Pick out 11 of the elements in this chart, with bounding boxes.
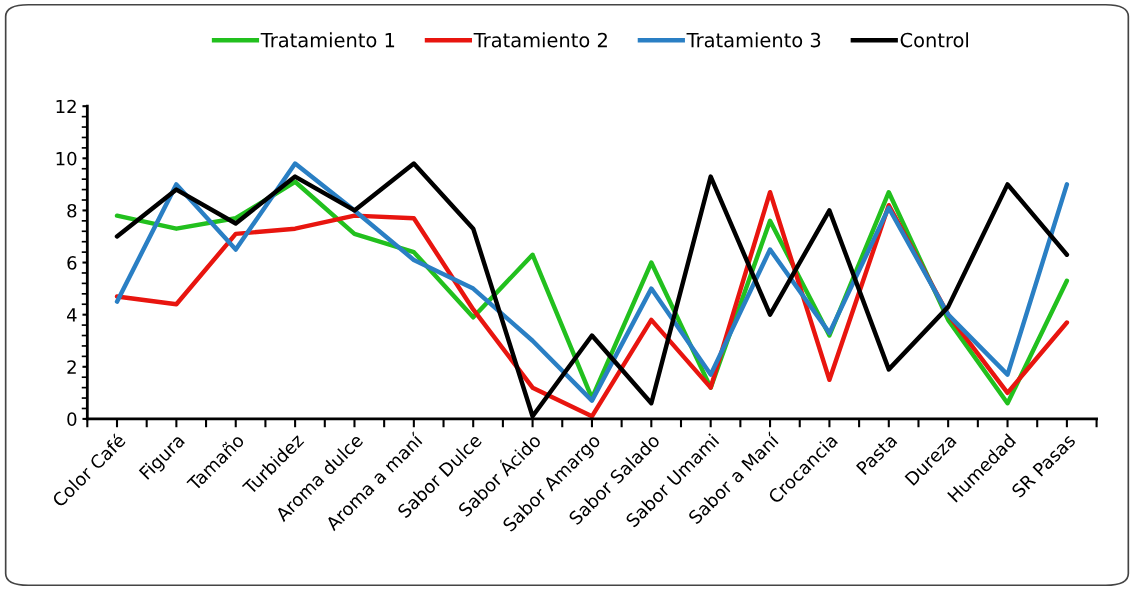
legend-label: Tratamiento 2 (473, 32, 607, 48)
y-tick-label: 0 (67, 412, 77, 427)
y-tick-label: 4 (66, 308, 77, 322)
legend-label: Control (900, 32, 968, 48)
y-tick-label: 2 (67, 360, 76, 374)
legend-label: Tratamiento 3 (686, 32, 821, 48)
y-tick-label: 10 (56, 151, 77, 166)
y-tick-label: 8 (67, 203, 77, 218)
y-tick-label: 6 (67, 256, 77, 270)
legend-label: Tratamiento 1 (260, 32, 395, 48)
y-tick-label: 12 (56, 99, 76, 114)
